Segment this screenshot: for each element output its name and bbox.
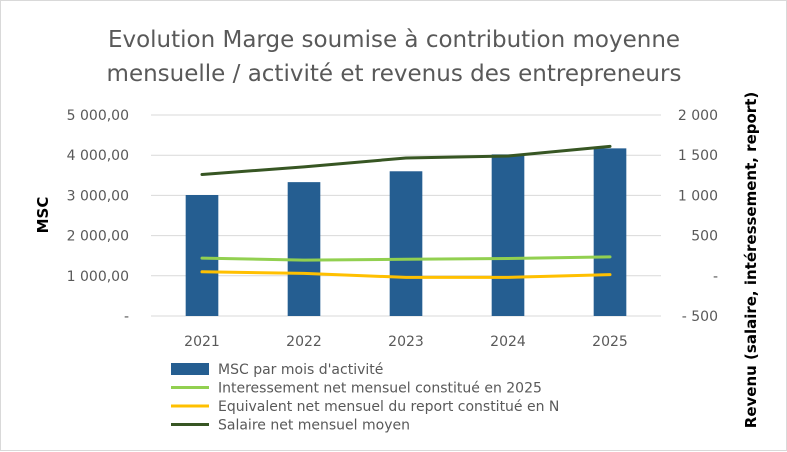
bar bbox=[185, 194, 219, 316]
y2-axis-title: Revenu (salaire, intéressement, report) bbox=[742, 92, 760, 428]
bar bbox=[389, 171, 423, 316]
y2-tick-label: - 500 bbox=[682, 309, 718, 325]
y-tick-label: 4 000,00 bbox=[67, 148, 129, 164]
x-tick-label: 2025 bbox=[592, 334, 628, 350]
bar bbox=[593, 148, 627, 316]
x-tick-label: 2024 bbox=[490, 334, 526, 350]
legend-label: Interessement net mensuel constitué en 2… bbox=[218, 381, 542, 397]
legend-label: Equivalent net mensuel du report constit… bbox=[218, 399, 559, 415]
x-tick-label: 2022 bbox=[286, 334, 322, 350]
legend-swatch bbox=[171, 363, 209, 375]
series-line bbox=[200, 255, 612, 262]
y2-tick-label: 500 bbox=[691, 229, 718, 245]
legend-label: MSC par mois d'activité bbox=[218, 362, 383, 378]
y-axis-left-ticks: - 1 000,00 2 000,00 3 000,00 4 000,00 5 000,0… bbox=[67, 108, 129, 325]
legend-label: Salaire net mensuel moyen bbox=[218, 418, 410, 434]
legend: MSC par mois d'activité Interessement net… bbox=[171, 362, 559, 434]
chart-title-line-2: mensuelle / activité et revenus des entr… bbox=[107, 61, 682, 87]
y-axis-right-ticks: - 500 - 500 1 000 1 500 2 000 bbox=[678, 108, 718, 325]
bar-series bbox=[185, 148, 627, 316]
x-tick-label: 2023 bbox=[388, 334, 424, 350]
y-tick-label: 5 000,00 bbox=[67, 108, 129, 124]
y-axis-title: MSC bbox=[34, 197, 52, 234]
series-line bbox=[200, 144, 612, 176]
series-line bbox=[200, 270, 612, 279]
bar bbox=[287, 182, 321, 316]
line-series bbox=[200, 144, 612, 279]
y-tick-label: 1 000,00 bbox=[67, 269, 129, 285]
x-tick-label: 2021 bbox=[184, 334, 220, 350]
y-tick-label: 2 000,00 bbox=[67, 229, 129, 245]
y-tick-label: 3 000,00 bbox=[67, 188, 129, 204]
y2-tick-label: 2 000 bbox=[678, 108, 718, 124]
bar bbox=[491, 154, 525, 316]
y2-tick-label: 1 000 bbox=[678, 188, 718, 204]
x-axis-ticks: 2021 2022 2023 2024 2025 bbox=[184, 334, 628, 350]
y2-tick-label: 1 500 bbox=[678, 148, 718, 164]
chart-title-line-1: Evolution Marge soumise à contribution m… bbox=[108, 27, 680, 53]
y-tick-label: - bbox=[124, 309, 129, 325]
y2-tick-label: - bbox=[713, 269, 718, 285]
